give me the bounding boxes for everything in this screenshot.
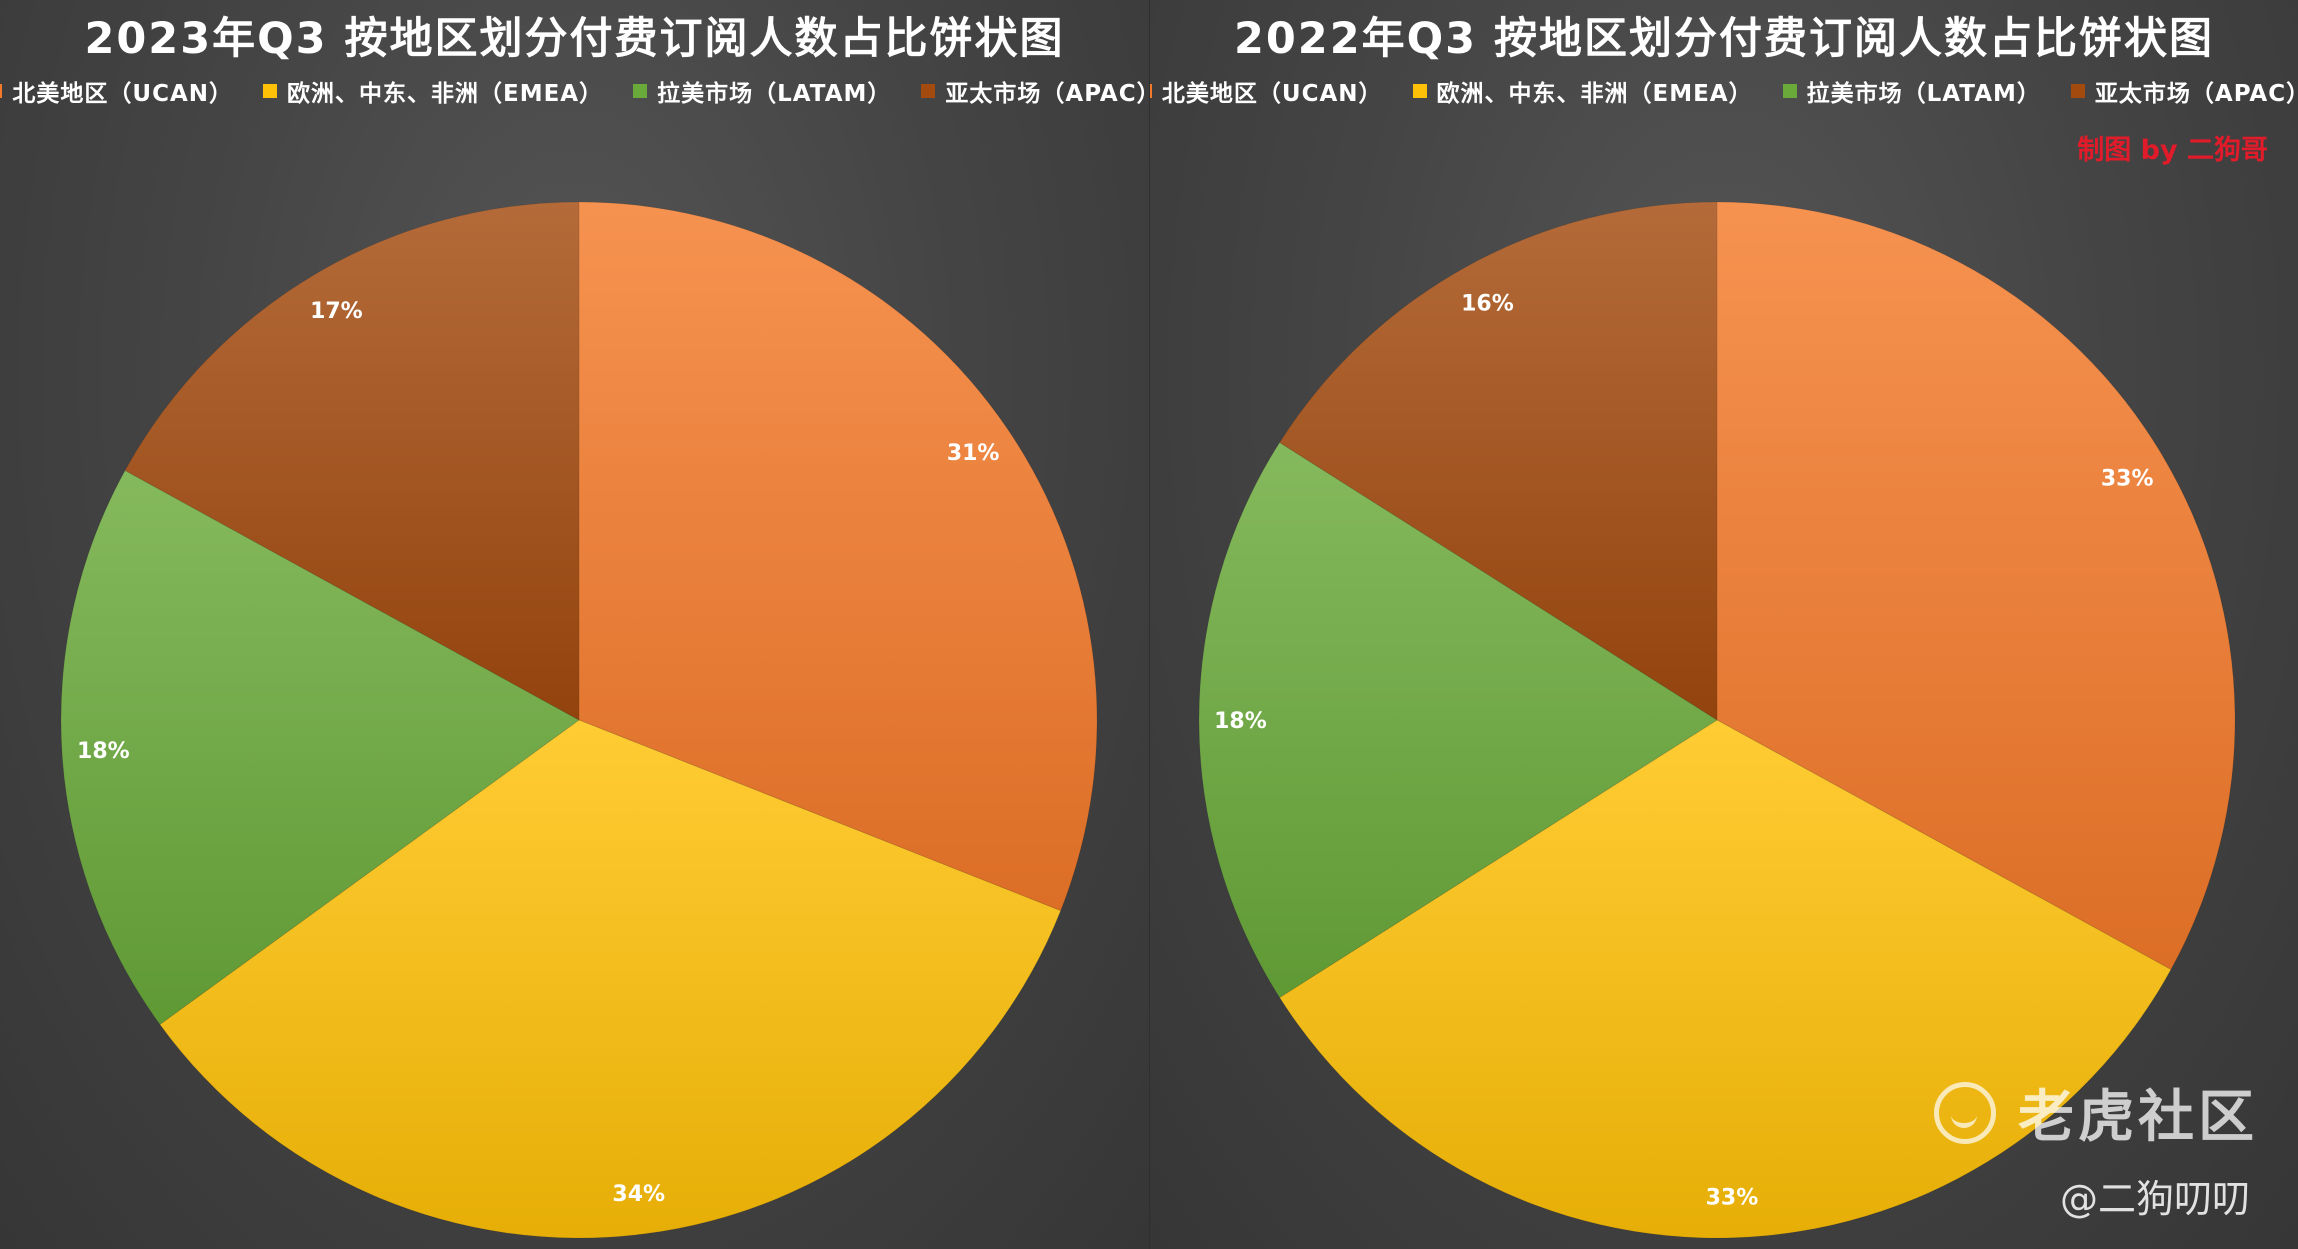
data-label-apac: 16% xyxy=(1461,291,1514,316)
pie-slice-apac xyxy=(1278,201,1718,721)
legend-label: 拉美市场（LATAM） xyxy=(1806,81,2041,107)
pie-slice-latam xyxy=(1198,441,1718,999)
legend-label: 北美地区（UCAN） xyxy=(1161,81,1383,107)
watermark-brand: 老虎社区 xyxy=(2018,1085,2258,1150)
watermark: 老虎社区 xyxy=(1934,1072,2258,1153)
legend-swatch xyxy=(2070,84,2085,98)
data-label-emea: 34% xyxy=(612,1182,665,1207)
pie-chart-2023: 31% 34% 18% 17% xyxy=(60,201,1098,1239)
data-label-latam: 18% xyxy=(1214,709,1267,734)
chart-credit: 制图 by 二狗哥 xyxy=(2077,135,2268,166)
chart-legend: 北美地区（UCAN） 欧洲、中东、非洲（EMEA） 拉美市场（LATAM） 亚太… xyxy=(0,74,1149,108)
legend-item-apac: 亚太市场（APAC） xyxy=(2070,74,2298,108)
legend-swatch xyxy=(921,84,936,98)
legend-item-apac: 亚太市场（APAC） xyxy=(921,74,1149,108)
legend-item-emea: 欧洲、中东、非洲（EMEA） xyxy=(263,74,603,108)
chart-panel-2022: 2022年Q3 按地区划分付费订阅人数占比饼状图 北美地区（UCAN） 欧洲、中… xyxy=(1149,0,2298,1249)
data-label-emea: 33% xyxy=(1706,1185,1759,1210)
legend-swatch xyxy=(1782,84,1797,98)
legend-swatch xyxy=(0,84,3,98)
chart-panel-2023: 2023年Q3 按地区划分付费订阅人数占比饼状图 北美地区（UCAN） 欧洲、中… xyxy=(0,0,1149,1249)
legend-swatch xyxy=(1150,84,1152,98)
legend-swatch xyxy=(263,84,277,98)
legend-swatch xyxy=(1412,84,1427,98)
legend-item-ucan: 北美地区（UCAN） xyxy=(0,74,233,108)
pie-slice-ucan xyxy=(1716,201,2236,971)
data-label-latam: 18% xyxy=(77,739,130,764)
legend-item-emea: 欧洲、中东、非洲（EMEA） xyxy=(1412,74,1753,108)
legend-swatch xyxy=(633,84,648,98)
watermark-handle: @二狗叨叨 xyxy=(2059,1177,2250,1221)
pie-slice-ucan xyxy=(578,201,1098,912)
legend-item-latam: 拉美市场（LATAM） xyxy=(633,74,891,108)
pie-chart-2022: 33% 33% 18% 16% xyxy=(1198,201,2236,1239)
data-label-ucan: 33% xyxy=(2101,466,2154,491)
legend-label: 亚太市场（APAC） xyxy=(945,81,1149,107)
data-label-apac: 17% xyxy=(310,299,363,324)
chart-title: 2022年Q3 按地区划分付费订阅人数占比饼状图 xyxy=(1233,14,2215,64)
legend-label: 拉美市场（LATAM） xyxy=(657,81,892,107)
legend-item-ucan: 北美地区（UCAN） xyxy=(1150,74,1383,108)
legend-label: 欧洲、中东、非洲（EMEA） xyxy=(287,81,604,107)
legend-label: 北美地区（UCAN） xyxy=(12,81,233,107)
tiger-logo-icon xyxy=(1934,1081,1996,1144)
legend-item-latam: 拉美市场（LATAM） xyxy=(1782,74,2041,108)
legend-label: 亚太市场（APAC） xyxy=(2094,81,2298,107)
data-label-ucan: 31% xyxy=(947,441,1000,466)
chart-legend: 北美地区（UCAN） 欧洲、中东、非洲（EMEA） 拉美市场（LATAM） 亚太… xyxy=(1150,74,2298,108)
chart-title: 2023年Q3 按地区划分付费订阅人数占比饼状图 xyxy=(84,14,1065,64)
pie-slice-emea xyxy=(159,719,1062,1239)
pie-slice-latam xyxy=(60,469,580,1026)
pie-slice-apac xyxy=(124,201,580,721)
legend-label: 欧洲、中东、非洲（EMEA） xyxy=(1436,81,1753,107)
